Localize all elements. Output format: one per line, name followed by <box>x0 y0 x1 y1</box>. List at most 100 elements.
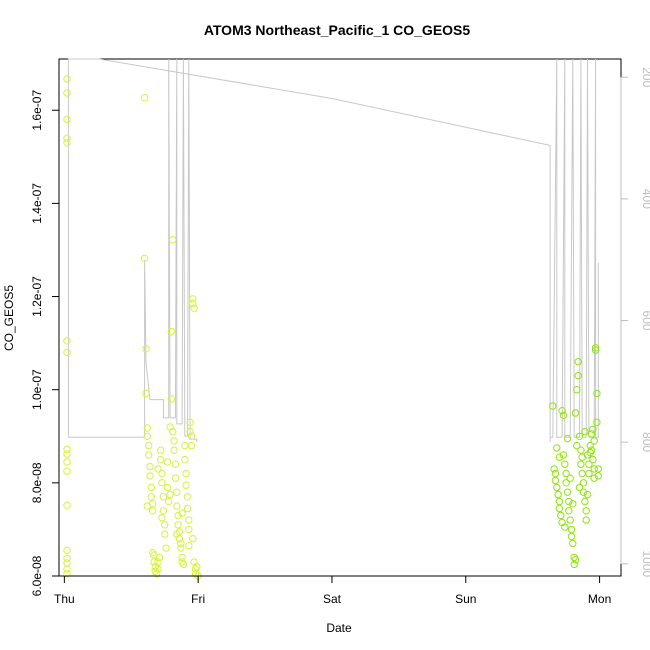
data-point <box>593 389 601 398</box>
data-point <box>555 504 564 513</box>
data-point <box>186 427 194 436</box>
data-point <box>150 558 158 566</box>
data-point <box>63 565 71 573</box>
data-point <box>573 386 581 394</box>
data-point <box>154 558 162 566</box>
pressure-line-1 <box>68 58 198 443</box>
data-point <box>585 460 593 468</box>
data-point <box>569 539 577 548</box>
data-point <box>143 432 152 440</box>
data-point <box>174 521 182 529</box>
y-tick-label: 1.0e-07 <box>30 369 44 410</box>
data-point <box>177 544 185 552</box>
data-point <box>170 446 178 454</box>
data-point <box>562 469 570 478</box>
pressure-lines <box>67 58 599 443</box>
data-point <box>590 474 598 482</box>
data-point <box>146 462 154 471</box>
data-point <box>165 497 173 506</box>
data-point <box>163 483 172 492</box>
data-point <box>587 430 596 438</box>
data-point <box>550 465 558 473</box>
data-point <box>569 500 577 508</box>
data-point <box>571 409 580 417</box>
data-point <box>563 434 572 443</box>
data-point <box>63 75 71 83</box>
data-point <box>167 395 176 403</box>
data-point <box>190 304 198 312</box>
data-point <box>63 554 71 562</box>
data-point <box>562 479 570 487</box>
data-point <box>559 411 568 419</box>
data-point <box>586 448 594 457</box>
x-tick-label: Fri <box>191 592 205 606</box>
right-tick-label: 600 <box>640 311 650 331</box>
data-point <box>178 553 186 562</box>
x-tick-label: Sun <box>455 592 476 606</box>
data-point <box>183 504 192 513</box>
data-point <box>161 530 169 538</box>
data-point <box>187 441 196 450</box>
data-point <box>563 488 572 496</box>
data-point <box>170 437 178 445</box>
data-point <box>158 514 166 522</box>
data-point <box>577 446 585 454</box>
y-tick-label: 6.0e-08 <box>30 555 44 596</box>
data-point <box>173 488 181 496</box>
data-point <box>167 327 176 336</box>
data-point <box>63 559 71 567</box>
data-point <box>553 444 561 452</box>
data-point <box>553 483 561 492</box>
data-point <box>193 563 201 571</box>
data-point <box>177 539 185 548</box>
data-point <box>586 441 594 450</box>
data-point <box>166 490 174 499</box>
data-point <box>561 460 569 468</box>
data-point <box>558 407 566 415</box>
data-point <box>189 535 197 543</box>
data-point <box>181 455 189 464</box>
data-point <box>162 544 170 552</box>
data-point <box>574 372 582 380</box>
y-tick-label: 1.4e-07 <box>30 183 44 224</box>
data-point <box>575 483 584 492</box>
data-point <box>181 441 189 450</box>
data-points <box>63 75 602 580</box>
y-tick-label: 1.6e-07 <box>30 90 44 131</box>
data-point <box>566 474 574 482</box>
data-point <box>557 511 565 520</box>
data-point <box>149 549 157 557</box>
data-point <box>189 299 197 308</box>
data-point <box>173 530 181 538</box>
data-point <box>579 488 588 496</box>
data-point <box>63 348 71 357</box>
data-point <box>154 465 162 473</box>
y-tick-label: 8.0e-08 <box>30 462 44 503</box>
data-point <box>158 469 166 478</box>
data-point <box>590 465 598 473</box>
data-point <box>571 556 580 564</box>
data-point <box>186 418 194 426</box>
data-point <box>143 502 152 510</box>
data-point <box>567 525 576 534</box>
right-tick-label: 800 <box>640 432 650 452</box>
data-point <box>63 467 71 475</box>
data-point <box>565 497 573 506</box>
data-point <box>63 115 71 124</box>
data-point <box>185 542 193 550</box>
data-point <box>183 493 192 501</box>
data-point <box>173 502 181 510</box>
data-point <box>581 497 589 506</box>
data-point <box>153 570 161 578</box>
data-point <box>149 507 157 515</box>
data-point <box>63 445 71 453</box>
data-point <box>171 460 180 468</box>
data-point <box>551 469 560 478</box>
data-point <box>579 479 588 487</box>
data-point <box>182 469 190 478</box>
data-point <box>142 345 150 353</box>
data-point <box>155 553 164 562</box>
data-point <box>574 358 582 366</box>
data-point <box>157 455 165 464</box>
